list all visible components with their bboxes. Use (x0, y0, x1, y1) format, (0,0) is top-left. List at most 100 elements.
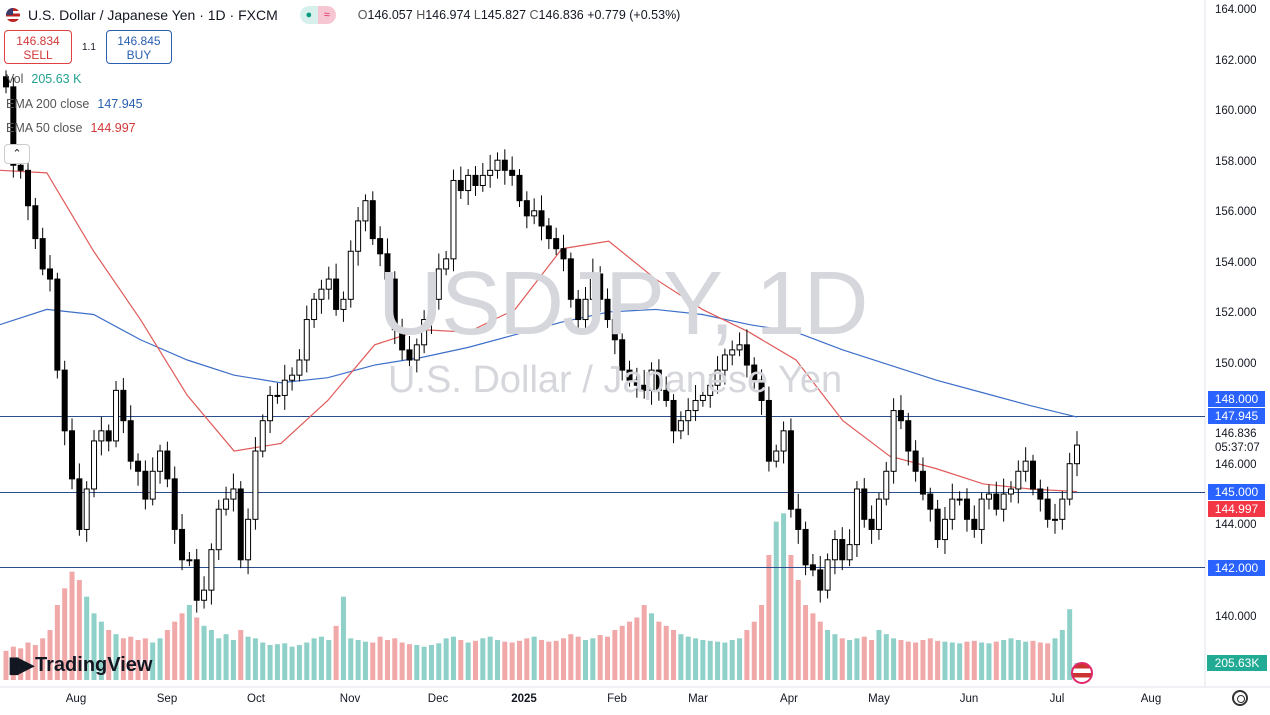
volume-bar (671, 630, 677, 680)
candle-body (303, 319, 310, 361)
volume-bar (927, 638, 933, 680)
countdown-label: 05:37:07 (1215, 442, 1260, 455)
candle-body (963, 498, 970, 520)
candle (949, 483, 956, 530)
candle-body (941, 518, 948, 541)
time-tick: Aug (65, 693, 87, 705)
volume-bar (216, 638, 222, 680)
volume-bar (627, 621, 633, 680)
volume-bar (920, 640, 926, 680)
candle-body (487, 169, 494, 176)
us-flag-icon (6, 8, 20, 22)
price-tick: 144.000 (1215, 519, 1257, 531)
volume-bar (172, 621, 178, 680)
sell-button[interactable]: 146.834 SELL (4, 30, 72, 64)
volume-bar (942, 641, 948, 680)
candle (325, 266, 332, 300)
candle-body (164, 450, 171, 480)
volume-bar (590, 638, 596, 680)
candle-body (897, 410, 904, 422)
legend-ema50[interactable]: EMA 50 close 144.997 (6, 121, 136, 135)
volume-bar (986, 643, 992, 680)
volume-bar (98, 621, 104, 680)
candle (1051, 503, 1058, 534)
time-tick: Sep (156, 693, 178, 705)
horizontal-lines[interactable] (0, 416, 1205, 568)
candle (721, 348, 728, 385)
volume-bar (362, 641, 368, 680)
volume-bar (1015, 640, 1021, 680)
candle (303, 305, 310, 373)
ema200-tag: 147.945 (1208, 408, 1265, 424)
volume-bar (164, 630, 170, 680)
volume-bar (194, 617, 200, 680)
volume-bar (120, 638, 126, 680)
candle (531, 198, 538, 225)
candle-body (274, 394, 281, 397)
candle (340, 291, 347, 322)
volume-bar (847, 640, 853, 680)
candle-body (384, 253, 391, 280)
volume-bar (62, 588, 68, 680)
candle-body (736, 344, 743, 351)
candle (1029, 454, 1036, 496)
volume-bar (260, 642, 266, 680)
market-status[interactable]: ● ≈ (299, 6, 336, 24)
volume-bar (1037, 642, 1043, 680)
us-event-flag-icon[interactable] (1071, 662, 1093, 684)
volume-bar (803, 605, 809, 680)
candle-body (237, 488, 244, 561)
candle (47, 255, 54, 292)
time-tick: Apr (780, 693, 798, 705)
legend-ema200[interactable]: EMA 200 close 147.945 (6, 97, 143, 111)
volume-bar (142, 638, 148, 680)
tradingview-logo[interactable]: ▮▶ TradingView (8, 652, 153, 677)
candle-body (597, 273, 604, 300)
candle-body (993, 493, 1000, 510)
symbol-title[interactable]: U.S. Dollar / Japanese Yen · 1D · FXCM (28, 7, 278, 23)
candle (179, 514, 186, 571)
settings-gear-icon[interactable] (1232, 690, 1248, 706)
candle-body (655, 369, 662, 391)
volume-bar (649, 613, 655, 680)
candle-body (670, 399, 677, 432)
candle (699, 387, 706, 407)
legend-volume[interactable]: Vol 205.63 K (6, 72, 82, 86)
candle-body (127, 420, 134, 462)
collapse-legend-button[interactable]: ⌃ (4, 144, 30, 164)
volume-bar (267, 645, 273, 680)
candle-body (582, 298, 589, 321)
candle (142, 460, 149, 510)
volume-bar (766, 555, 772, 680)
candle-body (340, 298, 347, 310)
volume-bar (106, 630, 112, 680)
volume-bar (685, 636, 691, 680)
watermark-description: U.S. Dollar / Japanese Yen (388, 359, 843, 401)
candle (384, 238, 391, 288)
volume-bar (722, 642, 728, 680)
volume-bar (333, 625, 339, 680)
buy-button[interactable]: 146.845 BUY (105, 30, 172, 64)
volume-bar (392, 638, 398, 680)
candle-body (105, 430, 112, 442)
candle-body (215, 508, 222, 551)
candle (413, 338, 420, 373)
volume-bar (289, 646, 295, 680)
volume-bar (326, 640, 332, 680)
volume-bar (18, 648, 24, 680)
candle-body (83, 488, 90, 530)
candle (736, 332, 743, 357)
candle-body (985, 493, 992, 500)
candle (934, 499, 941, 548)
candle (120, 377, 127, 434)
volume-bar (773, 521, 779, 680)
candle-body (567, 258, 574, 300)
candle (311, 292, 318, 328)
candle-body (252, 450, 259, 520)
candle-body (641, 384, 648, 391)
candle (971, 505, 978, 538)
candle-body (369, 200, 376, 240)
candle (472, 166, 479, 196)
candle-body (538, 210, 545, 227)
